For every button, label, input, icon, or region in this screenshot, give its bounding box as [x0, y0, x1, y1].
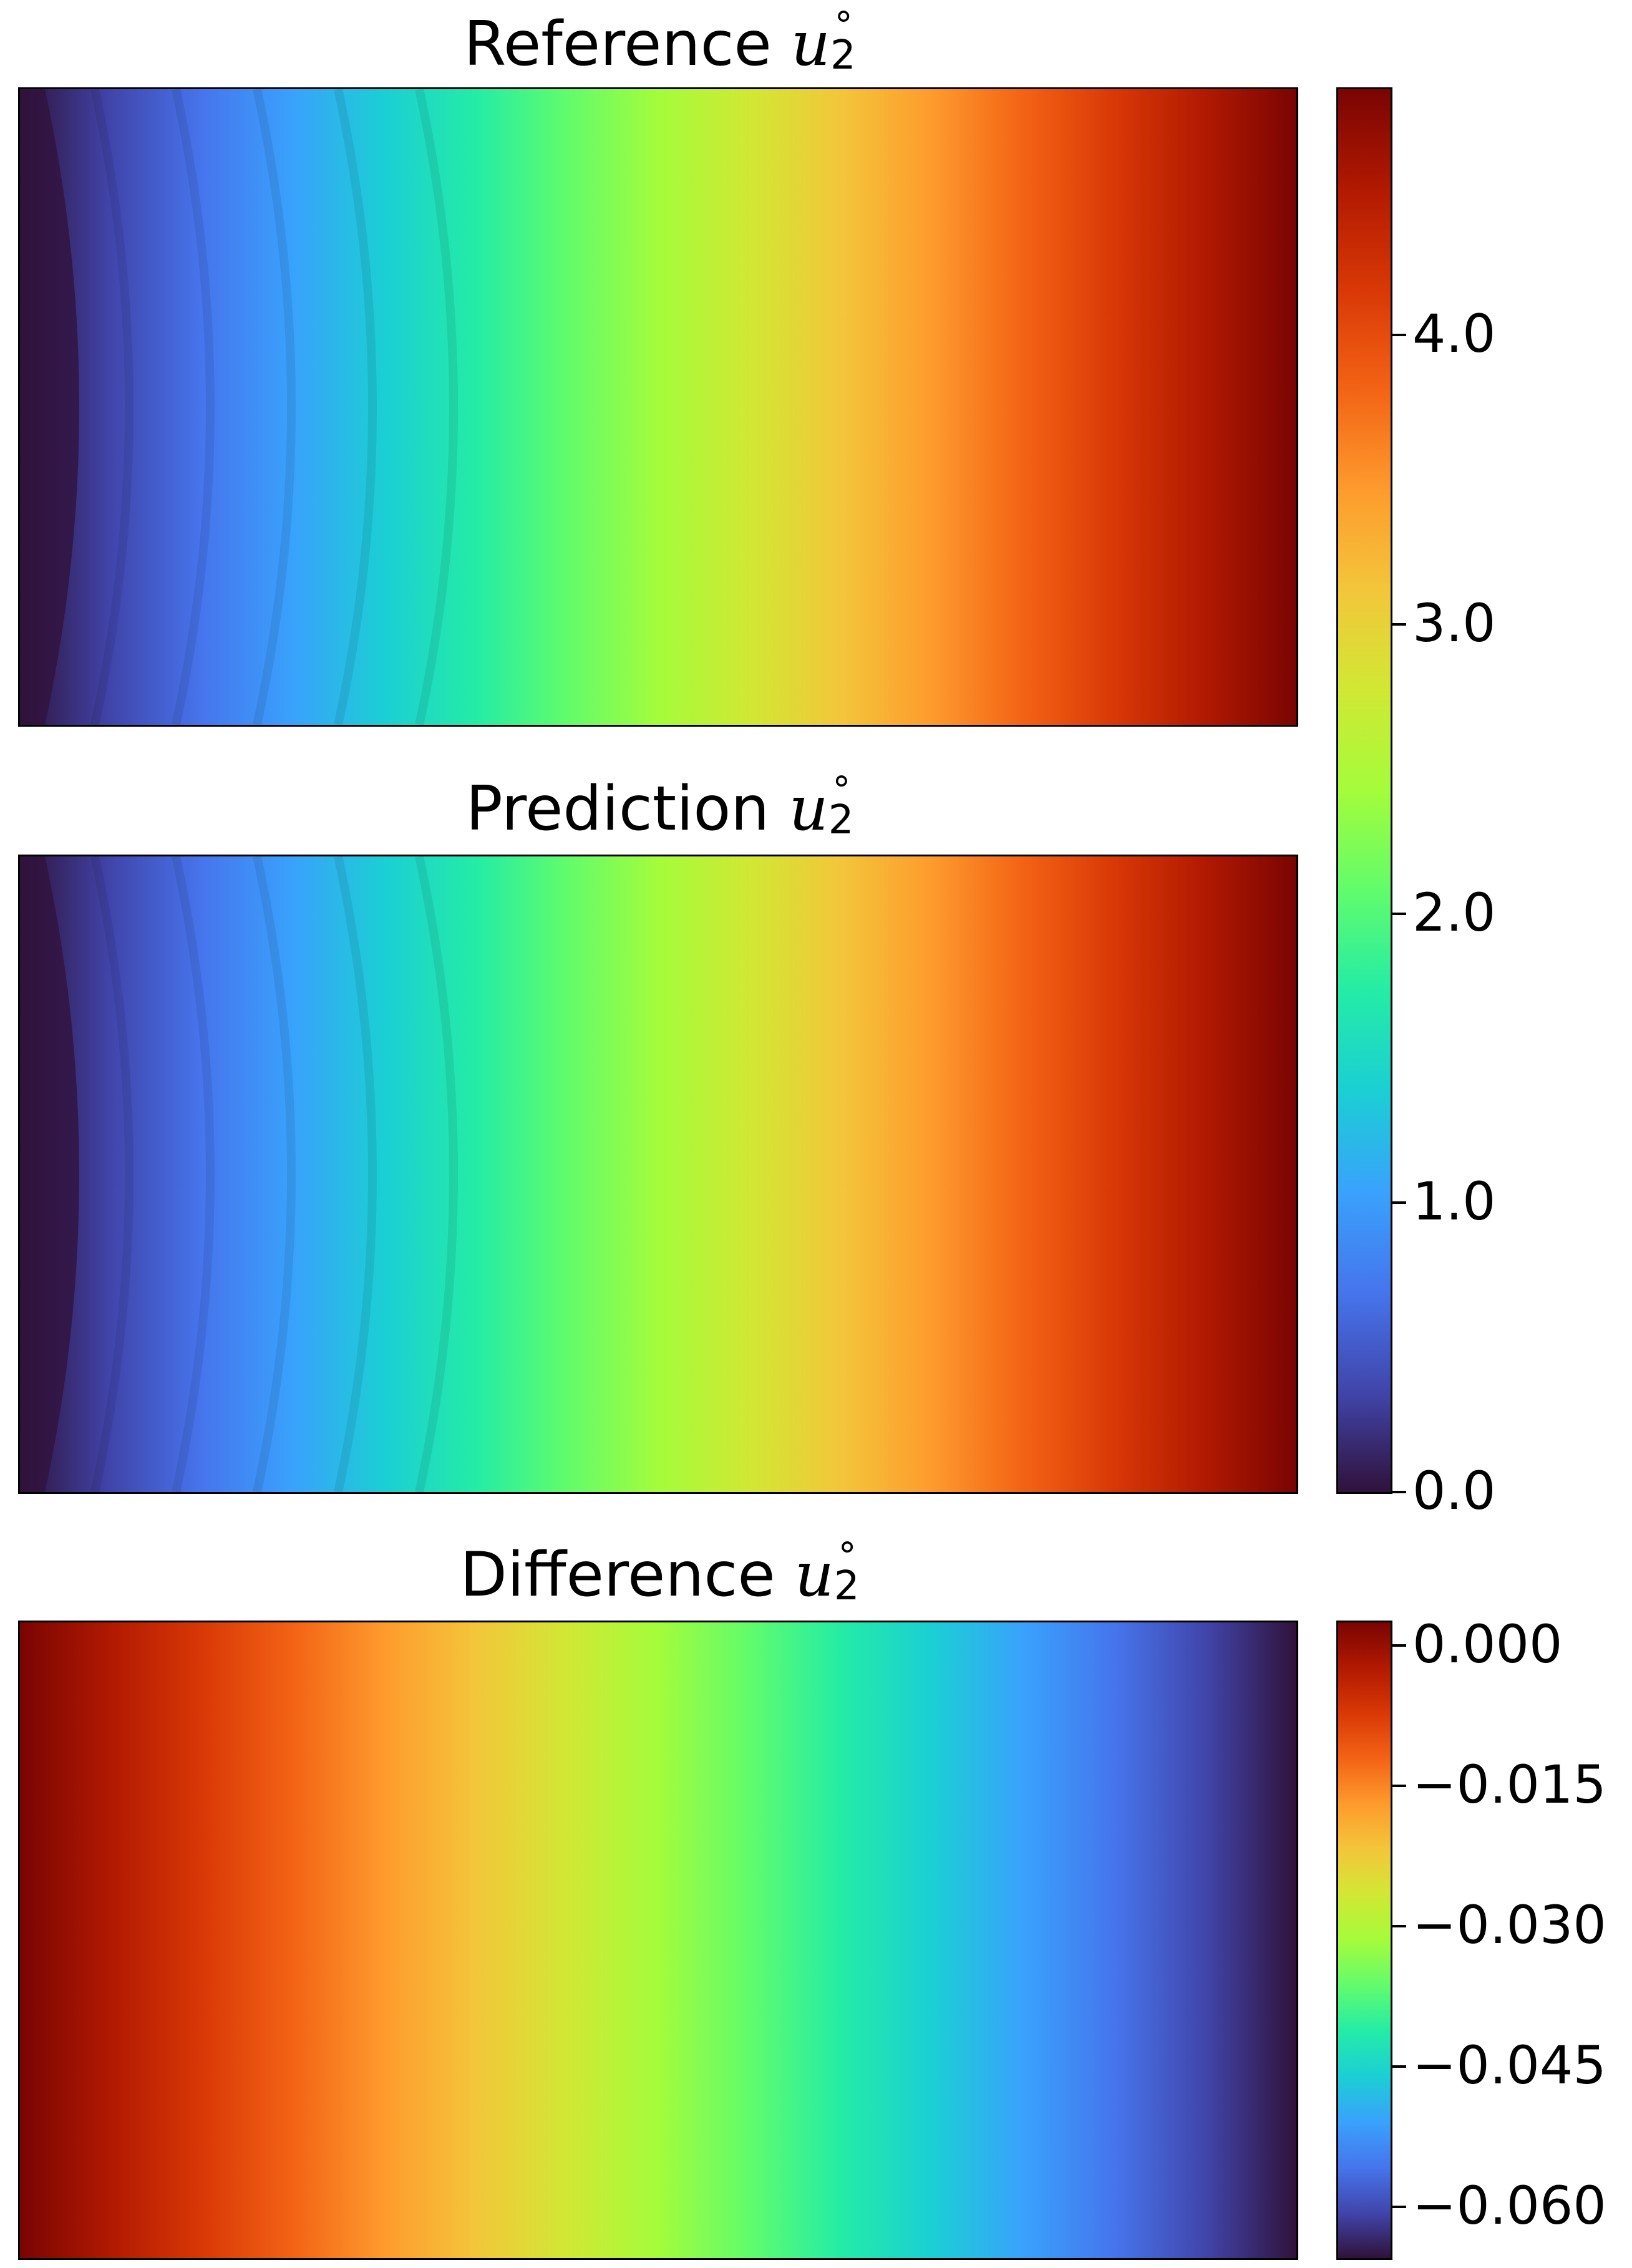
difference-heatmap-plot — [20, 1622, 1296, 2258]
reference-title-symbol: u — [790, 9, 831, 80]
main-colorbar-tick-label: 0.0 — [1412, 1460, 1496, 1521]
contour-band — [172, 89, 215, 725]
reference-title-word: Reference — [464, 9, 772, 80]
reference-title: Reference u2° — [18, 7, 1298, 75]
prediction-title: Prediction u2° — [18, 772, 1298, 843]
difference-colorbar-tick-label: −0.030 — [1412, 1894, 1606, 1956]
difference-colorbar-tick-label: −0.015 — [1412, 1754, 1606, 1816]
heatmap-field — [20, 856, 1296, 1492]
difference-heatmap — [18, 1621, 1298, 2260]
difference-colorbar — [1336, 1621, 1392, 2260]
prediction-heatmap-plot — [20, 856, 1296, 1492]
contour-band — [253, 89, 296, 725]
low-value-region — [20, 89, 79, 725]
prediction-heatmap — [18, 855, 1298, 1494]
contour-band — [90, 856, 134, 1492]
main-colorbar-tick-mark — [1392, 912, 1406, 915]
colorbar-fill — [1338, 89, 1391, 1492]
difference-title-superscript: ° — [838, 1534, 857, 1577]
difference-colorbar-tick-label: −0.045 — [1412, 2034, 1606, 2096]
contour-band — [253, 856, 296, 1492]
contour-band — [90, 89, 134, 725]
contour-band — [172, 856, 215, 1492]
difference-colorbar-tick-mark — [1392, 2065, 1406, 2068]
reference-title-superscript: ° — [834, 4, 853, 46]
difference-title: Difference u2° — [18, 1538, 1298, 1609]
main-colorbar-gradient — [1338, 89, 1391, 1492]
colorbar-fill — [1338, 1622, 1391, 2258]
contour-band — [415, 89, 458, 725]
low-value-region — [20, 856, 79, 1492]
difference-title-symbol: u — [794, 1539, 834, 1611]
difference-colorbar-gradient — [1338, 1622, 1391, 2258]
contour-band — [415, 856, 458, 1492]
contour-band — [334, 856, 377, 1492]
main-colorbar-tick-mark — [1392, 334, 1406, 337]
reference-title-subscript: 2 — [830, 32, 856, 79]
reference-heatmap — [18, 87, 1298, 727]
heatmap-field — [20, 89, 1296, 725]
prediction-title-subscript: 2 — [828, 797, 854, 843]
difference-colorbar-tick-label: −0.060 — [1412, 2174, 1606, 2236]
difference-title-word: Difference — [460, 1539, 775, 1611]
main-colorbar-tick-mark — [1392, 1201, 1406, 1204]
contour-band — [334, 89, 377, 725]
main-colorbar-tick-label: 4.0 — [1412, 303, 1496, 365]
main-colorbar-tick-mark — [1392, 1491, 1406, 1493]
prediction-title-superscript: ° — [832, 768, 851, 811]
difference-title-subscript: 2 — [833, 1563, 860, 1609]
heatmap-field — [20, 1622, 1296, 2258]
main-colorbar — [1336, 87, 1392, 1494]
prediction-title-word: Prediction — [465, 773, 770, 845]
main-colorbar-tick-mark — [1392, 623, 1406, 626]
difference-colorbar-tick-mark — [1392, 2205, 1406, 2208]
difference-colorbar-tick-label: 0.000 — [1412, 1614, 1563, 1675]
main-colorbar-tick-label: 3.0 — [1412, 592, 1496, 654]
difference-colorbar-tick-mark — [1392, 1644, 1406, 1647]
prediction-title-symbol: u — [789, 773, 828, 845]
main-colorbar-tick-label: 2.0 — [1412, 881, 1496, 943]
difference-colorbar-tick-mark — [1392, 1925, 1406, 1928]
difference-colorbar-tick-mark — [1392, 1785, 1406, 1788]
reference-heatmap-plot — [20, 89, 1296, 725]
main-colorbar-tick-label: 1.0 — [1412, 1171, 1496, 1233]
